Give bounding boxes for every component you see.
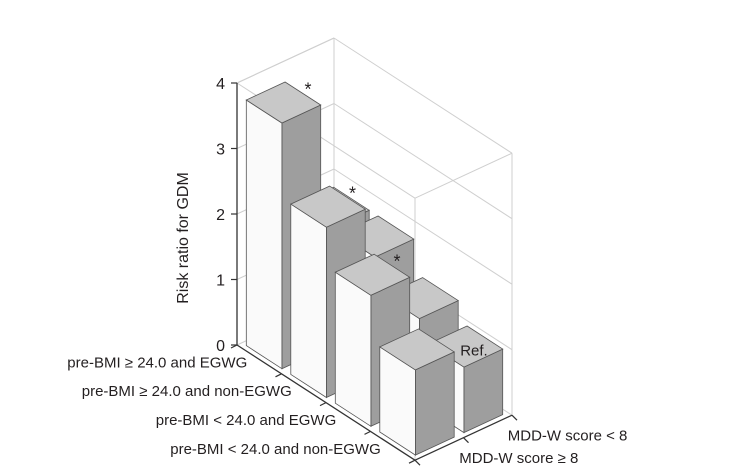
z-tick-label: 1 [216, 273, 225, 290]
row-category-label: pre-BMI < 24.0 and non-EGWG [170, 441, 381, 458]
col-category-label: MDD-W score < 8 [508, 427, 628, 444]
bar-top-face [378, 328, 456, 371]
grid-line-right-wall [333, 103, 513, 220]
bar-top-face [245, 81, 322, 124]
significance-marker: * [393, 252, 400, 272]
bar-left-face [290, 203, 327, 399]
z-tick-label: 0 [216, 338, 225, 355]
row-tick [230, 344, 238, 349]
row-category-label: pre-BMI ≥ 24.0 and EGWG [67, 354, 247, 371]
col-tick [511, 414, 518, 421]
grid-line-top-front [414, 152, 513, 199]
chart-axes [230, 82, 518, 466]
reference-label: Ref. [460, 342, 488, 359]
z-tick-label: 3 [216, 142, 225, 159]
z-tick-label: 2 [216, 207, 225, 224]
row-category-label: pre-BMI < 24.0 and EGWG [156, 412, 337, 429]
significance-marker: * [349, 184, 356, 204]
col-tick [414, 459, 421, 466]
grid-line-right-wall [333, 168, 513, 285]
bar-top-face [289, 185, 367, 228]
row-category-label: pre-BMI ≥ 24.0 and non-EGWG [82, 383, 292, 400]
row-tick [275, 373, 282, 378]
col-category-label: MDD-W score ≥ 8 [459, 450, 578, 467]
significance-marker: * [304, 79, 311, 99]
row-tick [364, 430, 371, 435]
bar-left-face [334, 271, 372, 428]
col-tick [463, 437, 469, 444]
chart-bars [245, 81, 504, 456]
grid-line-top-left [236, 37, 335, 84]
bar [378, 328, 456, 456]
row-tick [319, 402, 327, 407]
grid-line-right-wall [333, 37, 513, 154]
chart-labels: 0 1 2 3 4 Risk ratio for GDM pre-BMI ≥ 24.0 an… [67, 76, 627, 467]
bar-top-face [334, 253, 411, 296]
bar-left-face [245, 99, 283, 370]
z-tick-label: 4 [216, 76, 225, 93]
row-tick [408, 459, 416, 464]
z-axis-title: Risk ratio for GDM [175, 172, 192, 304]
